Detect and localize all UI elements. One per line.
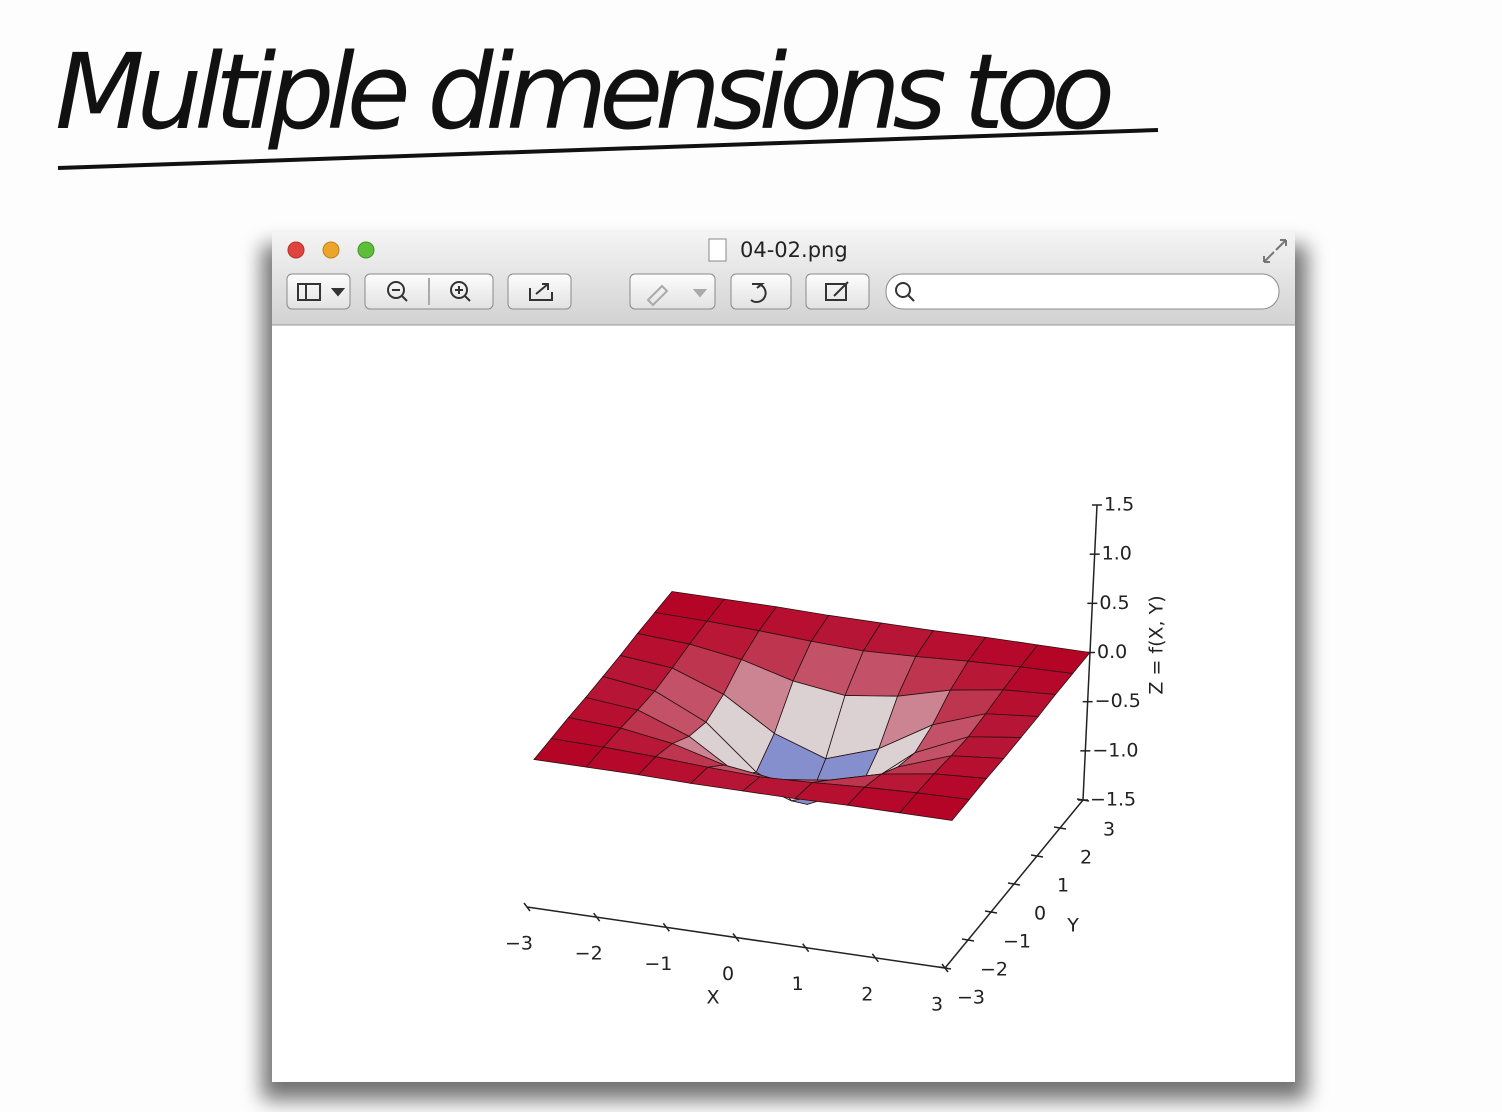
tick-label: −1.5 xyxy=(1090,789,1136,811)
tick-label: −1 xyxy=(1003,931,1031,953)
tick-mark xyxy=(1030,854,1044,858)
tick-label: 3 xyxy=(1103,819,1115,841)
tick-label: 0 xyxy=(722,963,734,985)
tick-mark xyxy=(938,966,952,970)
tick-label: −3 xyxy=(505,933,533,955)
surface xyxy=(533,591,1091,821)
rotate-button[interactable] xyxy=(730,273,792,310)
tick-mark xyxy=(802,943,810,953)
tick-mark xyxy=(593,912,601,922)
tick-label: 2 xyxy=(1080,847,1092,869)
x-axis-label: X xyxy=(706,987,719,1009)
zoom-button[interactable] xyxy=(357,241,375,259)
tick-mark xyxy=(662,922,670,932)
tick-label: 3 xyxy=(931,994,943,1016)
tick-label: −0.5 xyxy=(1095,690,1141,712)
tick-label: 1 xyxy=(792,973,804,995)
tick-label: −1 xyxy=(644,953,672,975)
tick-mark xyxy=(732,933,740,942)
z-axis-label: Z = f(X, Y) xyxy=(1146,595,1168,694)
search-field[interactable] xyxy=(885,273,1280,310)
y-axis-label: Y xyxy=(1066,915,1079,937)
tick-mark xyxy=(984,910,998,914)
surface-patch xyxy=(898,792,971,821)
tick-mark xyxy=(523,902,531,912)
surface-plot: −3 −2 −1 0 1 2 3 −3−2−10123−1.5−1.0−0.50.00.51.… xyxy=(505,494,1168,1016)
annotate-button[interactable] xyxy=(629,273,716,310)
tick-label: −2 xyxy=(980,959,1008,981)
tick-mark xyxy=(961,938,975,942)
tick-label: −2 xyxy=(575,943,603,965)
tick-label: 2 xyxy=(861,983,873,1005)
fullscreen-button[interactable] xyxy=(1263,239,1287,263)
tick-label: −3 xyxy=(957,987,985,1009)
window-title: 04-02.png xyxy=(740,238,848,262)
tick-label: −1.0 xyxy=(1092,739,1138,761)
tick-label: 1.0 xyxy=(1102,543,1132,565)
minimize-button[interactable] xyxy=(322,241,340,259)
title-underline xyxy=(57,128,1159,170)
file-icon xyxy=(708,238,727,262)
tick-mark xyxy=(1007,882,1021,886)
tick-label: 1.5 xyxy=(1104,494,1134,516)
tick-mark xyxy=(1053,826,1067,830)
close-button[interactable] xyxy=(287,241,305,259)
tick-label: 0.0 xyxy=(1097,641,1127,663)
toolbar-icons xyxy=(297,278,915,307)
tick-label: 1 xyxy=(1057,875,1069,897)
tick-mark xyxy=(871,953,879,963)
slide-title: Multiple dimensions too xyxy=(55,31,1115,153)
tick-label: 0.5 xyxy=(1099,592,1129,614)
tick-label: 0 xyxy=(1034,903,1046,925)
